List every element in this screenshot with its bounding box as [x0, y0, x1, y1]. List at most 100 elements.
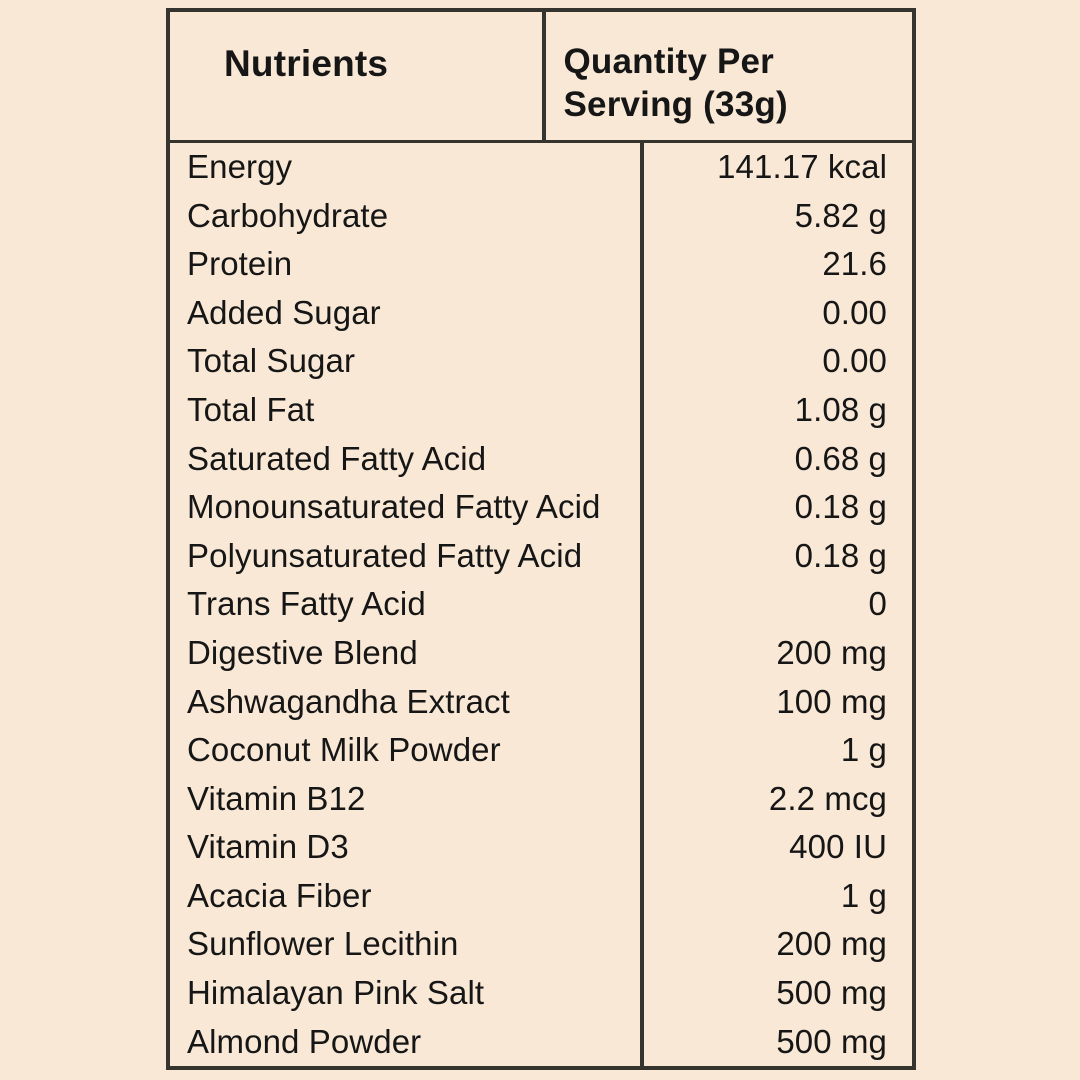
nutrient-name-cell: Total Sugar: [170, 337, 644, 386]
nutrient-quantity: 0.68 g: [794, 439, 887, 477]
nutrient-name-cell: Sunflower Lecithin: [170, 920, 644, 969]
nutrient-name: Almond Powder: [187, 1022, 422, 1060]
nutrient-name-cell: Digestive Blend: [170, 628, 644, 678]
nutrient-name: Saturated Fatty Acid: [187, 439, 487, 477]
table-row: Trans Fatty Acid 0: [170, 580, 912, 629]
nutrient-quantity: 0.18 g: [794, 488, 887, 526]
nutrient-quantity: 1 g: [840, 731, 887, 769]
table-row: Almond Powder 500 mg: [170, 1017, 912, 1066]
table-row: Digestive Blend 200 mg: [170, 628, 912, 678]
table-row: Himalayan Pink Salt 500 mg: [170, 968, 912, 1018]
nutrient-name-cell: Total Fat: [170, 385, 644, 435]
nutrient-name: Carbohydrate: [187, 196, 389, 234]
table-row: Monounsaturated Fatty Acid 0.18 g: [170, 483, 912, 532]
nutrients-column-header: Nutrients: [224, 43, 389, 84]
nutrient-name: Trans Fatty Acid: [187, 585, 426, 623]
nutrient-quantity: 21.6: [822, 245, 887, 283]
nutrient-name: Total Sugar: [187, 342, 356, 380]
nutrient-name: Acacia Fiber: [187, 876, 372, 914]
nutrient-name-cell: Vitamin D3: [170, 823, 644, 872]
nutrient-name: Added Sugar: [187, 293, 381, 331]
nutrient-name: Protein: [187, 245, 293, 283]
nutrient-quantity: 5.82 g: [794, 196, 887, 234]
table-row: Energy 141.17 kcal: [170, 143, 912, 192]
nutrient-quantity: 2.2 mcg: [768, 779, 887, 817]
header-cell-nutrients: Nutrients: [170, 12, 547, 140]
nutrient-name-cell: Acacia Fiber: [170, 871, 644, 921]
table-row: Coconut Milk Powder 1 g: [170, 725, 912, 775]
table-row: Added Sugar 0.00: [170, 288, 912, 338]
nutrient-name: Digestive Blend: [187, 633, 418, 671]
table-row: Protein 21.6: [170, 240, 912, 289]
nutrient-quantity: 400 IU: [789, 828, 887, 866]
nutrient-name-cell: Added Sugar: [170, 288, 644, 338]
nutrient-quantity-cell: 2.2 mcg: [644, 775, 912, 824]
nutrient-quantity-cell: 141.17 kcal: [644, 143, 912, 192]
table-row: Sunflower Lecithin 200 mg: [170, 920, 912, 969]
nutrient-name-cell: Himalayan Pink Salt: [170, 968, 644, 1018]
nutrient-quantity-cell: 200 mg: [644, 629, 912, 678]
nutrient-quantity-cell: 0: [644, 580, 912, 629]
nutrient-quantity: 0: [868, 585, 887, 623]
nutrient-quantity-cell: 500 mg: [644, 1017, 912, 1066]
table-body: Energy 141.17 kcal Carbohydrate 5.82 g P…: [170, 143, 912, 1066]
nutrient-name-cell: Polyunsaturated Fatty Acid: [170, 531, 644, 581]
nutrient-name: Vitamin D3: [187, 828, 349, 866]
nutrient-quantity-cell: 0.00: [644, 289, 912, 338]
nutrient-quantity-cell: 100 mg: [644, 677, 912, 726]
nutrient-quantity-cell: 500 mg: [644, 969, 912, 1018]
nutrient-name: Energy: [187, 148, 293, 186]
quantity-column-header: Quantity Per Serving (33g): [563, 42, 788, 124]
table-row: Carbohydrate 5.82 g: [170, 191, 912, 241]
nutrient-name-cell: Energy: [170, 143, 644, 192]
nutrient-quantity-cell: 5.82 g: [644, 192, 912, 241]
nutrient-name-cell: Ashwagandha Extract: [170, 677, 644, 726]
nutrient-name-cell: Vitamin B12: [170, 774, 644, 824]
nutrient-name-cell: Saturated Fatty Acid: [170, 434, 644, 484]
nutrient-name: Coconut Milk Powder: [187, 731, 501, 769]
nutrient-quantity-cell: 21.6: [644, 240, 912, 289]
nutrient-name: Ashwagandha Extract: [187, 682, 510, 720]
nutrient-quantity: 200 mg: [776, 633, 887, 671]
nutrient-name-cell: Carbohydrate: [170, 191, 644, 241]
nutrient-quantity: 1 g: [840, 876, 887, 914]
table-row: Total Sugar 0.00: [170, 337, 912, 386]
nutrient-quantity: 0.00: [822, 293, 887, 331]
nutrient-quantity: 0.00: [822, 342, 887, 380]
nutrient-quantity: 0.18 g: [794, 536, 887, 574]
nutrient-quantity: 141.17 kcal: [717, 148, 887, 186]
nutrient-name: Vitamin B12: [187, 779, 366, 817]
nutrient-name: Total Fat: [187, 391, 315, 429]
nutrient-name-cell: Almond Powder: [170, 1017, 644, 1066]
nutrient-quantity-cell: 1 g: [644, 872, 912, 921]
nutrient-name-cell: Protein: [170, 240, 644, 289]
table-row: Vitamin B12 2.2 mcg: [170, 774, 912, 824]
header-cell-quantity: Quantity Per Serving (33g): [546, 12, 912, 140]
table-row: Saturated Fatty Acid 0.68 g: [170, 434, 912, 484]
table-header-row: Nutrients Quantity Per Serving (33g): [170, 12, 912, 143]
nutrition-facts-table: Nutrients Quantity Per Serving (33g) Ene…: [166, 8, 916, 1070]
nutrient-quantity-cell: 1 g: [644, 726, 912, 775]
nutrient-quantity-cell: 1.08 g: [644, 386, 912, 435]
table-row: Polyunsaturated Fatty Acid 0.18 g: [170, 531, 912, 581]
nutrient-quantity-cell: 0.18 g: [644, 532, 912, 581]
nutrient-quantity-cell: 0.68 g: [644, 434, 912, 483]
nutrient-quantity-cell: 400 IU: [644, 823, 912, 872]
nutrient-quantity: 100 mg: [776, 682, 887, 720]
table-row: Ashwagandha Extract 100 mg: [170, 677, 912, 726]
nutrient-name-cell: Trans Fatty Acid: [170, 580, 644, 629]
nutrient-quantity: 1.08 g: [794, 391, 887, 429]
nutrient-name-cell: Monounsaturated Fatty Acid: [170, 483, 644, 532]
nutrient-quantity: 200 mg: [776, 925, 887, 963]
nutrient-quantity: 500 mg: [776, 973, 887, 1011]
nutrient-name-cell: Coconut Milk Powder: [170, 725, 644, 775]
nutrient-name: Sunflower Lecithin: [187, 925, 459, 963]
nutrient-quantity-cell: 200 mg: [644, 920, 912, 969]
table-row: Vitamin D3 400 IU: [170, 823, 912, 872]
nutrient-name: Monounsaturated Fatty Acid: [187, 488, 601, 526]
table-row: Acacia Fiber 1 g: [170, 871, 912, 921]
nutrient-name: Himalayan Pink Salt: [187, 973, 485, 1011]
nutrient-quantity: 500 mg: [776, 1022, 887, 1060]
nutrient-quantity-cell: 0.00: [644, 337, 912, 386]
nutrient-name: Polyunsaturated Fatty Acid: [187, 536, 583, 574]
